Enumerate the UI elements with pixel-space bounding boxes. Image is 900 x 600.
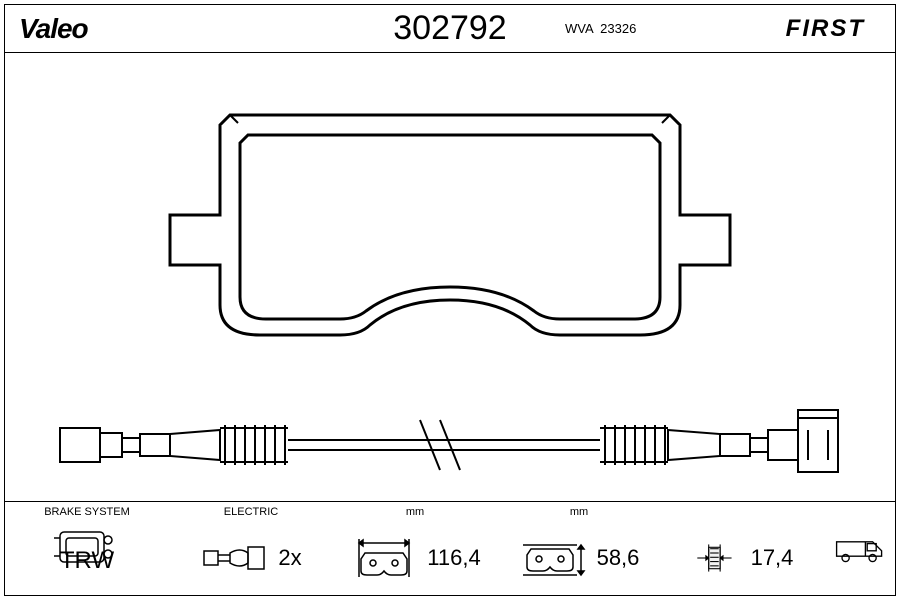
thickness-value: 17,4 <box>751 545 794 571</box>
brake-pad-diagram <box>5 65 895 385</box>
width-icon <box>349 533 419 583</box>
brake-system-label: BRAKE SYSTEM <box>44 506 130 518</box>
height-label: mm <box>570 506 588 518</box>
width-value: 116,4 <box>427 545 480 571</box>
brake-pad-svg <box>140 75 760 375</box>
wva-label: WVA <box>565 21 593 36</box>
spec-width: mm 116,4 <box>333 502 497 595</box>
sensor-plug-icon <box>200 533 270 583</box>
spec-vehicle <box>825 502 895 595</box>
wear-sensor-svg <box>40 400 860 490</box>
electric-value: 2x <box>278 545 301 571</box>
valeo-logo: Valeo <box>19 13 88 45</box>
electric-label: ELECTRIC <box>224 506 278 518</box>
spec-thickness: 17,4 <box>661 502 825 595</box>
wear-sensor-diagram <box>35 395 865 495</box>
spec-brake-system: BRAKE SYSTEM TRW <box>5 502 169 595</box>
thickness-icon <box>693 533 743 583</box>
height-value: 58,6 <box>597 545 640 571</box>
van-icon <box>833 529 887 569</box>
header-bar: Valeo 302792 WVA 23326 FIRST <box>5 5 895 53</box>
height-icon <box>519 533 589 583</box>
spec-row: BRAKE SYSTEM TRW ELECTRIC <box>5 501 895 595</box>
spec-height: mm 58,6 <box>497 502 661 595</box>
spec-electric: ELECTRIC 2x <box>169 502 333 595</box>
width-label: mm <box>406 506 424 518</box>
wva-value: 23326 <box>600 21 636 36</box>
brake-system-value: TRW <box>60 547 114 575</box>
wva-code: WVA 23326 <box>565 21 636 36</box>
outer-frame: Valeo 302792 WVA 23326 FIRST <box>4 4 896 596</box>
thickness-label <box>741 506 744 518</box>
first-logo: FIRST <box>786 15 865 43</box>
part-number: 302792 <box>393 9 506 48</box>
